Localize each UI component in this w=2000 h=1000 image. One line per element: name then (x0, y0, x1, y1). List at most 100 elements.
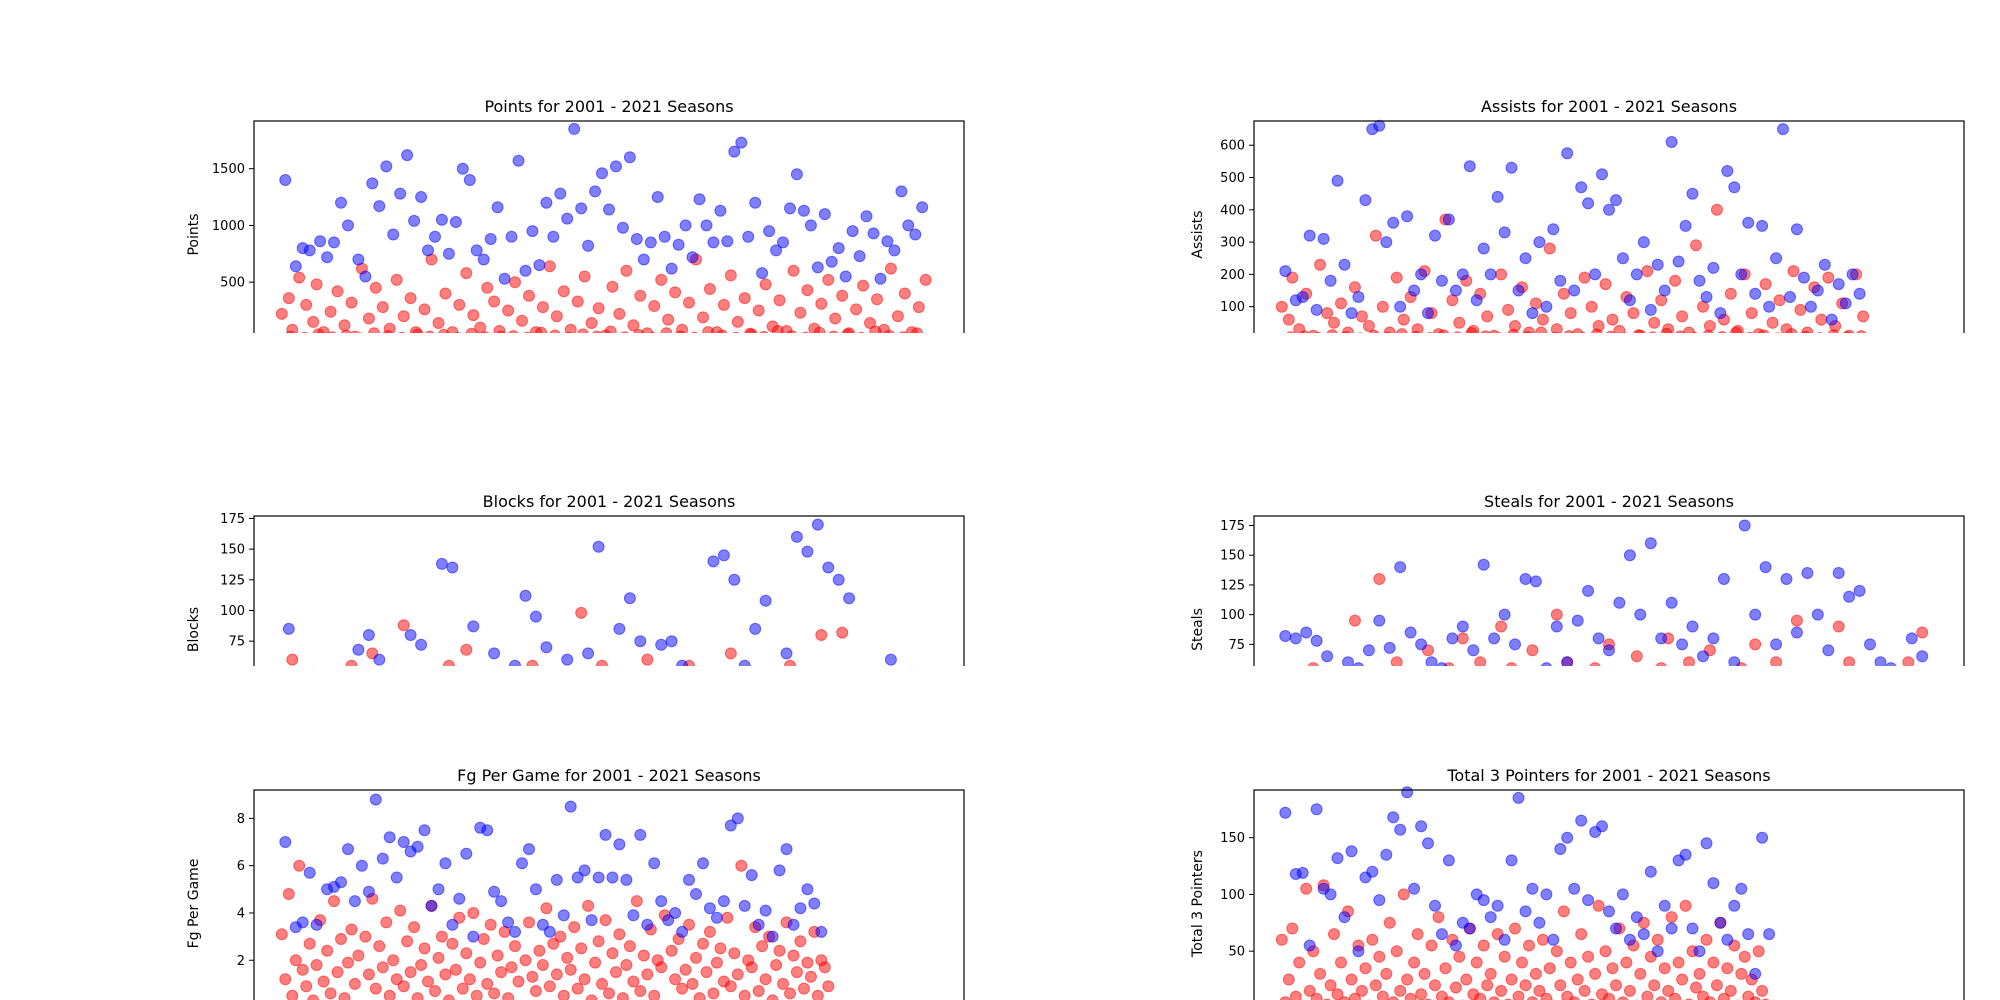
data-point (1286, 922, 1299, 935)
data-point (460, 947, 473, 960)
data-point (721, 911, 734, 924)
data-point (1432, 911, 1445, 924)
data-point (801, 331, 810, 333)
y-tick-label: 100 (1220, 608, 1245, 623)
data-point (1596, 820, 1608, 833)
y-axis-label: Blocks (186, 607, 202, 652)
data-point (1693, 274, 1706, 287)
data-point (543, 260, 556, 273)
data-point (1557, 905, 1570, 918)
data-point (505, 961, 518, 974)
data-point (564, 323, 577, 333)
data-point (1575, 814, 1588, 827)
y-tick-label: 8 (237, 812, 245, 827)
data-point (641, 968, 654, 981)
data-point (1442, 213, 1455, 226)
data-point (1296, 291, 1309, 303)
data-point (1435, 274, 1448, 287)
data-point (340, 329, 352, 333)
data-point (871, 293, 883, 306)
data-point (1540, 888, 1553, 901)
data-point (1481, 310, 1494, 323)
data-point (1429, 979, 1441, 992)
data-point (700, 966, 713, 979)
data-point (350, 330, 360, 333)
data-point (1442, 854, 1455, 867)
data-point (1658, 284, 1671, 297)
data-point (442, 994, 455, 1000)
data-point (1710, 203, 1723, 216)
data-point (1505, 973, 1518, 986)
data-point (516, 857, 528, 870)
data-point (1790, 626, 1803, 639)
data-point (627, 975, 640, 988)
data-point (1679, 899, 1692, 912)
data-point (1401, 973, 1414, 986)
data-point (289, 260, 302, 273)
data-point (1605, 330, 1616, 333)
data-point (818, 961, 831, 974)
data-point (651, 191, 664, 203)
data-point (540, 196, 553, 209)
data-point (390, 973, 403, 986)
data-point (488, 885, 501, 898)
y-tick-label: 300 (1220, 236, 1245, 251)
data-point (1536, 313, 1549, 326)
data-point (1335, 297, 1347, 310)
data-point (864, 317, 876, 329)
data-point (1383, 326, 1396, 333)
data-point (1342, 656, 1354, 666)
data-point (543, 980, 556, 993)
data-point (1801, 567, 1814, 579)
data-point (1526, 644, 1539, 657)
data-point (303, 866, 316, 879)
chart-title: Blocks for 2001 - 2021 Seasons (483, 492, 736, 511)
data-point (1568, 996, 1580, 1000)
data-point (1303, 939, 1316, 952)
data-point (1376, 990, 1389, 1000)
data-point (644, 236, 657, 249)
series-high (282, 518, 914, 666)
data-point (342, 956, 354, 969)
data-point (1488, 996, 1500, 1000)
data-point (1571, 614, 1584, 627)
y-tick-label: 400 (1220, 203, 1245, 218)
data-point (1456, 632, 1469, 645)
data-point (1310, 303, 1323, 316)
y-tick-label: 125 (220, 573, 245, 588)
data-point (599, 828, 612, 841)
chart-total-3-pointers: Total 3 Pointers for 2001 - 2021 Seasons… (1190, 766, 1965, 1000)
data-point (756, 940, 769, 953)
data-point (1324, 274, 1337, 287)
data-point (790, 530, 803, 543)
data-point (1321, 307, 1334, 320)
data-point (891, 310, 904, 323)
data-point (557, 285, 570, 298)
data-point (359, 270, 372, 283)
data-point (1784, 291, 1796, 303)
data-point (1641, 265, 1654, 278)
data-point (1582, 584, 1595, 597)
data-point (1790, 223, 1803, 236)
data-point (342, 219, 354, 232)
data-point (1554, 979, 1567, 992)
data-point (603, 203, 615, 216)
data-point (1822, 644, 1835, 657)
data-point (850, 303, 863, 316)
data-point (771, 325, 784, 333)
data-point (1390, 945, 1403, 958)
data-point (634, 635, 647, 648)
data-point (404, 292, 417, 305)
data-point (275, 307, 288, 320)
data-point (310, 918, 323, 931)
series-high (1279, 119, 1866, 326)
data-point (1669, 992, 1682, 1000)
data-point (1648, 316, 1661, 329)
data-point (585, 317, 598, 329)
data-point (338, 319, 351, 332)
data-point (1498, 933, 1511, 946)
data-point (321, 251, 334, 264)
data-point (898, 331, 908, 333)
data-point (453, 911, 466, 924)
data-point (1536, 933, 1549, 946)
